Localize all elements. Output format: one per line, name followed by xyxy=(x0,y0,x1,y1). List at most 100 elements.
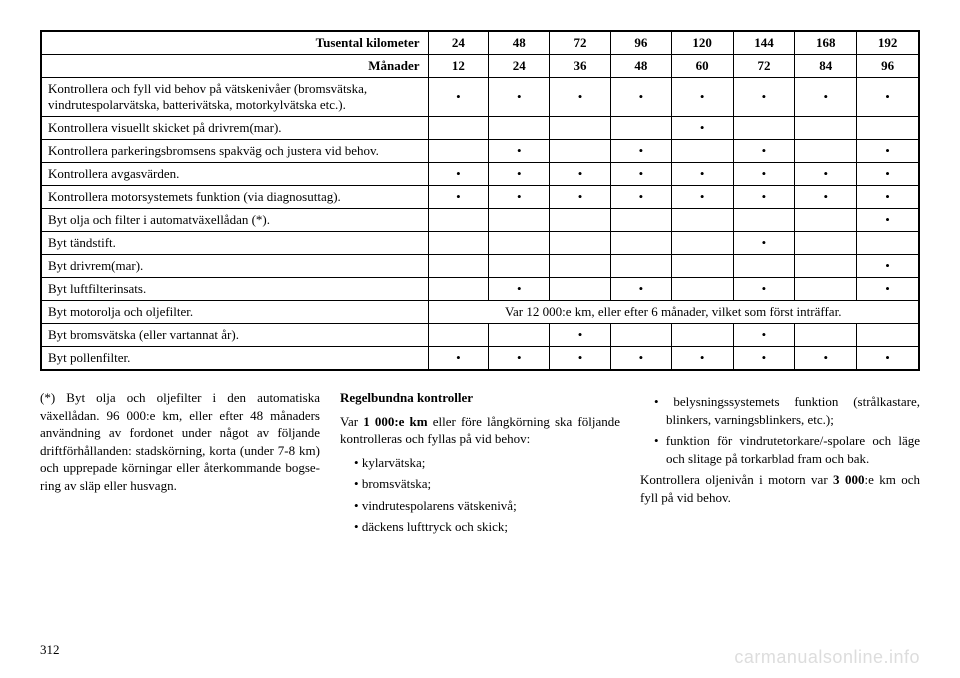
table-row: Kontrollera motorsystemets funktion (via… xyxy=(41,186,919,209)
km-val: 192 xyxy=(857,31,919,55)
month-val: 60 xyxy=(671,55,733,78)
row-cell: • xyxy=(489,163,550,186)
row-cell: • xyxy=(857,78,919,117)
row-cell: • xyxy=(489,347,550,371)
row-cell: • xyxy=(857,347,919,371)
row-cell: • xyxy=(733,232,795,255)
row-cell: • xyxy=(550,78,611,117)
table-row: Byt tändstift. • xyxy=(41,232,919,255)
month-val: 84 xyxy=(795,55,857,78)
column-3: belysningssystemets funktion (strålkasta… xyxy=(640,389,920,540)
row-cell xyxy=(428,209,489,232)
km-val: 144 xyxy=(733,31,795,55)
row-cell: • xyxy=(795,347,857,371)
row-cell xyxy=(671,278,733,301)
row-cell: • xyxy=(795,78,857,117)
row-label: Byt tändstift. xyxy=(41,232,428,255)
col2-title: Regelbundna kontroller xyxy=(340,390,473,405)
page-number: 312 xyxy=(40,642,60,658)
row-cell: • xyxy=(550,347,611,371)
row-cell: • xyxy=(733,324,795,347)
row-cell xyxy=(733,255,795,278)
month-val: 12 xyxy=(428,55,489,78)
header-row-months: Månader 12 24 36 48 60 72 84 96 xyxy=(41,55,919,78)
row-cell xyxy=(610,255,671,278)
row-cell: • xyxy=(550,324,611,347)
row-cell xyxy=(795,209,857,232)
maintenance-table: Tusental kilometer 24 48 72 96 120 144 1… xyxy=(40,30,920,371)
row-cell: • xyxy=(795,186,857,209)
row-cell xyxy=(550,278,611,301)
col3-list: belysningssystemets funktion (strålkasta… xyxy=(640,393,920,467)
row-cell xyxy=(489,324,550,347)
row-cell: • xyxy=(550,163,611,186)
row-cell xyxy=(489,255,550,278)
row-cell xyxy=(550,232,611,255)
list-item: belysningssystemets funktion (strålkasta… xyxy=(654,393,920,428)
km-val: 168 xyxy=(795,31,857,55)
row-cell xyxy=(428,255,489,278)
row-cell: • xyxy=(610,163,671,186)
row-label: Byt bromsvätska (eller vartannat år). xyxy=(41,324,428,347)
km-val: 72 xyxy=(550,31,611,55)
row-cell: • xyxy=(610,347,671,371)
row-cell: • xyxy=(610,140,671,163)
column-2: Regelbundna kontroller Var 1 000:e km el… xyxy=(340,389,620,540)
row-cell: • xyxy=(733,140,795,163)
km-val: 120 xyxy=(671,31,733,55)
row-cell: • xyxy=(610,186,671,209)
row-label: Kontrollera visuellt skicket på drivrem(… xyxy=(41,117,428,140)
footnote-text: (*) Byt olja och oljefilter i den auto­m… xyxy=(40,389,320,494)
row-label: Byt drivrem(mar). xyxy=(41,255,428,278)
table-row: Byt olja och filter i automatväxellådan … xyxy=(41,209,919,232)
table-row: Kontrollera visuellt skicket på drivrem(… xyxy=(41,117,919,140)
month-val: 24 xyxy=(489,55,550,78)
list-item: däckens lufttryck och skick; xyxy=(354,518,620,536)
row-cell: • xyxy=(671,186,733,209)
row-cell xyxy=(489,117,550,140)
row-cell xyxy=(428,117,489,140)
row-label: Kontrollera motorsystemets funktion (via… xyxy=(41,186,428,209)
row-cell: • xyxy=(671,117,733,140)
table-row: Kontrollera parkeringsbromsens spakväg o… xyxy=(41,140,919,163)
row-label: Byt olja och filter i automatväxellådan … xyxy=(41,209,428,232)
row-cell: • xyxy=(489,186,550,209)
header-months-label: Månader xyxy=(41,55,428,78)
row-cell xyxy=(610,232,671,255)
row-cell xyxy=(733,209,795,232)
oil-merged-cell: Var 12 000:e km, eller efter 6 månader, … xyxy=(428,301,919,324)
row-cell: • xyxy=(550,186,611,209)
row-cell xyxy=(795,324,857,347)
table-row: Kontrollera och fyll vid behov på vätske… xyxy=(41,78,919,117)
row-cell xyxy=(489,209,550,232)
row-cell: • xyxy=(489,140,550,163)
row-cell: • xyxy=(671,163,733,186)
row-cell xyxy=(671,209,733,232)
col2-intro: Var 1 000:e km eller före långkörning sk… xyxy=(340,413,620,448)
row-cell: • xyxy=(733,163,795,186)
row-cell xyxy=(857,324,919,347)
row-cell: • xyxy=(795,163,857,186)
row-cell xyxy=(428,232,489,255)
row-cell: • xyxy=(428,78,489,117)
row-cell xyxy=(428,324,489,347)
table-row-oil: Byt motorolja och oljefilter. Var 12 000… xyxy=(41,301,919,324)
table-row: Byt pollenfilter.•••••••• xyxy=(41,347,919,371)
month-val: 72 xyxy=(733,55,795,78)
col2-list: kylarvätska; bromsvätska; vindrutespolar… xyxy=(340,454,620,536)
row-cell: • xyxy=(857,163,919,186)
table-row: Kontrollera avgasvärden.•••••••• xyxy=(41,163,919,186)
row-cell: • xyxy=(857,186,919,209)
km-val: 96 xyxy=(610,31,671,55)
header-row-km: Tusental kilometer 24 48 72 96 120 144 1… xyxy=(41,31,919,55)
row-cell: • xyxy=(733,78,795,117)
header-km-label: Tusental kilometer xyxy=(41,31,428,55)
row-cell xyxy=(550,255,611,278)
list-item: vindrutespolarens vätskenivå; xyxy=(354,497,620,515)
row-label: Kontrollera och fyll vid behov på vätske… xyxy=(41,78,428,117)
row-cell xyxy=(610,324,671,347)
row-cell: • xyxy=(857,255,919,278)
row-cell: • xyxy=(610,78,671,117)
row-cell xyxy=(550,209,611,232)
row-cell: • xyxy=(733,347,795,371)
